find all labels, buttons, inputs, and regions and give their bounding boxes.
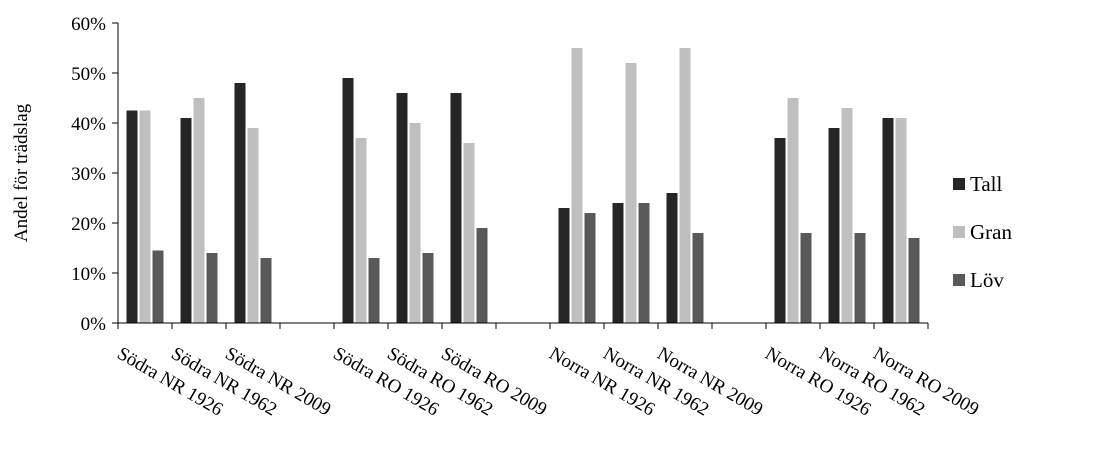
bar-gran (193, 98, 205, 323)
legend: Tall Gran Löv (953, 172, 1012, 292)
bar-tall (234, 83, 246, 323)
bar-l-v (368, 258, 380, 323)
bar-tall (396, 93, 408, 323)
bar-l-v (638, 203, 650, 323)
bar-tall (882, 118, 894, 323)
bar-l-v (908, 238, 920, 323)
bar-tall (180, 118, 192, 323)
bar-l-v (800, 233, 812, 323)
bar-tall (828, 128, 840, 323)
bar-l-v (260, 258, 272, 323)
bar-gran (355, 138, 367, 323)
legend-label: Löv (970, 268, 1004, 292)
legend-swatch-gran (953, 226, 965, 238)
bar-l-v (206, 253, 218, 323)
bar-gran (409, 123, 421, 323)
bar-l-v (854, 233, 866, 323)
y-tick-label: 50% (71, 64, 106, 85)
legend-swatch-tall (953, 178, 965, 190)
bar-l-v (584, 213, 596, 323)
y-tick-label: 30% (71, 164, 106, 185)
bar-gran (895, 118, 907, 323)
bar-gran (463, 143, 475, 323)
bar-tall (612, 203, 624, 323)
y-tick-label: 10% (71, 264, 106, 285)
bar-l-v (152, 250, 164, 323)
axes (117, 23, 929, 329)
bar-gran (139, 110, 151, 323)
legend-label: Gran (970, 220, 1012, 244)
y-tick-label: 0% (81, 314, 107, 335)
bar-l-v (422, 253, 434, 323)
bar-l-v (476, 228, 488, 323)
bar-tall (126, 110, 138, 323)
y-tick-label: 40% (71, 114, 106, 135)
legend-swatch-l-v (953, 274, 965, 286)
y-tick-label: 20% (71, 214, 106, 235)
bar-tall (666, 193, 678, 323)
bar-gran (247, 128, 259, 323)
bar-gran (679, 48, 691, 323)
bar-tall (450, 93, 462, 323)
y-tick-label: 60% (71, 14, 106, 35)
bar-tall (558, 208, 570, 323)
legend-label: Tall (970, 172, 1003, 196)
y-axis-ticks: 0% 10% 20% 30% 40% 50% 60% (71, 14, 118, 335)
bar-gran (571, 48, 583, 323)
bars (126, 48, 920, 323)
y-axis-title: Andel för trädslag (11, 103, 32, 242)
bar-l-v (692, 233, 704, 323)
bar-gran (625, 63, 637, 323)
bar-gran (787, 98, 799, 323)
bar-gran (841, 108, 853, 323)
bar-tall (342, 78, 354, 323)
bar-tall (774, 138, 786, 323)
